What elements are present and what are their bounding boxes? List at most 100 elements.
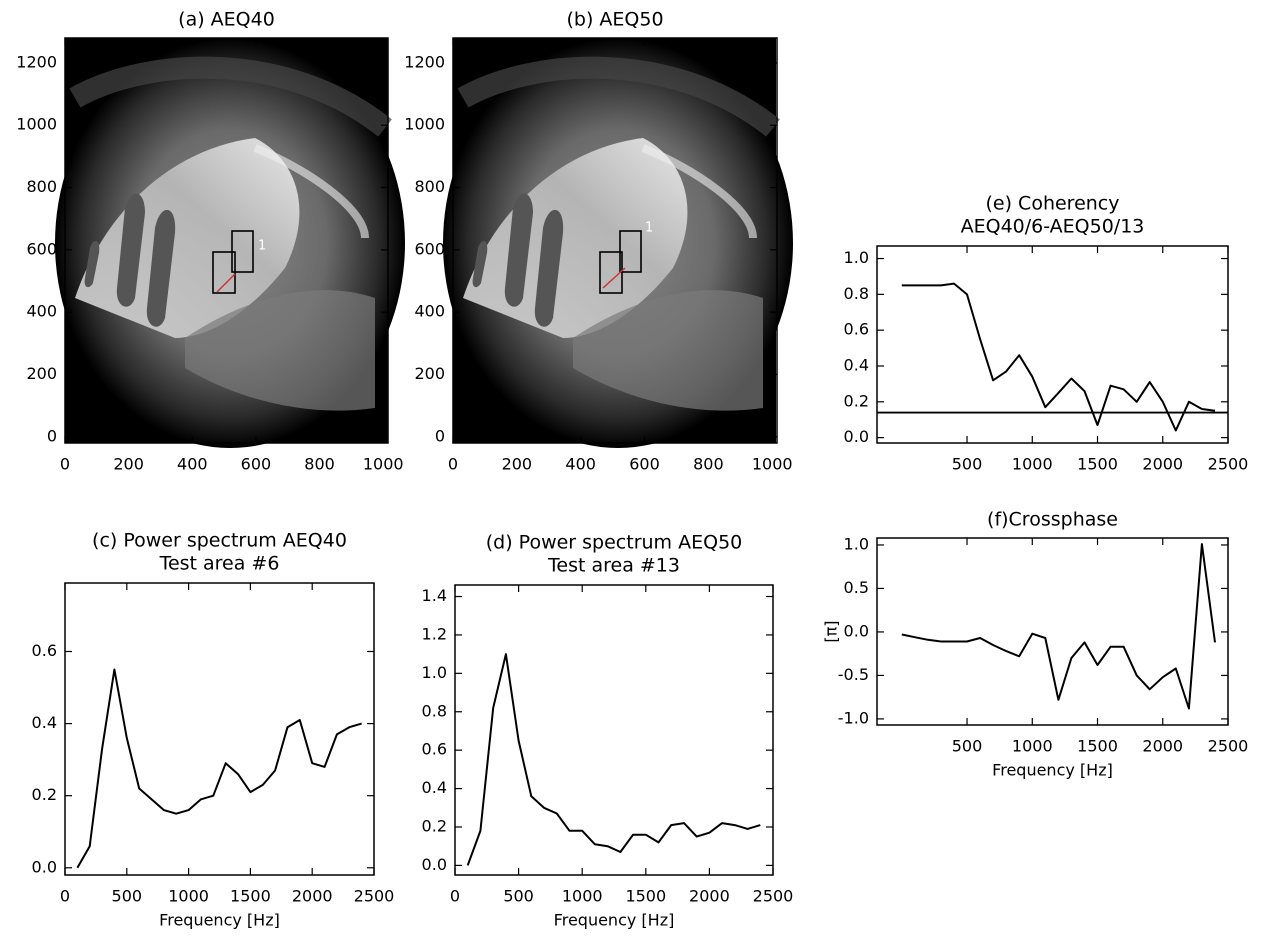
box-label: 1 xyxy=(645,221,653,236)
plot-frame xyxy=(64,582,375,876)
y-tick-label: 1200 xyxy=(16,52,57,71)
panel-subtitle: AEQ40/6-AEQ50/13 xyxy=(961,216,1145,238)
x-tick-label: 2500 xyxy=(1208,455,1249,474)
y-tick-label: 0.0 xyxy=(844,621,869,640)
x-tick-label: 2000 xyxy=(1142,737,1183,756)
y-tick-label: 1.0 xyxy=(422,663,447,682)
x-tick-label: 600 xyxy=(629,455,660,474)
x-tick-label: 800 xyxy=(693,455,724,474)
y-tick-label: 0 xyxy=(435,426,445,445)
y-tick-label: 0.6 xyxy=(422,740,447,759)
panel-title: (d) Power spectrum AEQ50 xyxy=(486,532,743,554)
plot-frame xyxy=(876,537,1229,726)
y-tick-label: 0.4 xyxy=(422,778,447,797)
y-tick-label: 0.0 xyxy=(844,427,869,446)
y-tick-label: 1200 xyxy=(404,52,445,71)
vessel-view xyxy=(55,38,405,448)
y-tick-label: 1.0 xyxy=(844,534,869,553)
y-tick-label: 200 xyxy=(26,364,57,383)
x-tick-label: 500 xyxy=(112,887,143,906)
x-tick-label: 1500 xyxy=(625,887,666,906)
y-tick-label: 0.2 xyxy=(32,785,57,804)
y-tick-label: 800 xyxy=(414,177,445,196)
x-tick-label: 600 xyxy=(241,455,272,474)
panel: (f)Crossphase 500 1000 1500 2000 2500 -1.0 -0.5… xyxy=(822,509,1249,780)
x-tick-label: 0 xyxy=(450,887,460,906)
vessel-view xyxy=(443,38,793,448)
y-tick-label: 0.2 xyxy=(422,816,447,835)
x-tick-label: 2000 xyxy=(292,887,333,906)
x-tick-label: 0 xyxy=(60,887,70,906)
x-tick-label: 1500 xyxy=(1077,737,1118,756)
x-tick-label: 2500 xyxy=(354,887,395,906)
x-tick-label: 1500 xyxy=(1077,455,1118,474)
y-tick-label: 0.0 xyxy=(422,855,447,874)
x-tick-label: 500 xyxy=(503,887,534,906)
y-tick-label: 1.0 xyxy=(844,248,869,267)
spectrum-line xyxy=(76,668,362,869)
test-area-box xyxy=(231,230,254,273)
box-label: 1 xyxy=(258,239,266,254)
x-tick-label: 2500 xyxy=(1208,737,1249,756)
spectrum-line xyxy=(466,653,761,866)
y-tick-label: 0 xyxy=(47,426,57,445)
test-line xyxy=(602,267,626,289)
plot-frame xyxy=(452,37,778,444)
x-tick-label: 1000 xyxy=(363,455,404,474)
x-tick-label: 800 xyxy=(304,455,335,474)
panel-subtitle: Test area #6 xyxy=(159,553,280,575)
x-tick-label: 500 xyxy=(952,455,983,474)
y-tick-label: 0.2 xyxy=(844,391,869,410)
y-tick-label: 0.6 xyxy=(32,641,57,660)
x-tick-label: 1500 xyxy=(230,887,271,906)
y-tick-label: 1.2 xyxy=(422,624,447,643)
x-tick-label: 1000 xyxy=(1012,455,1053,474)
panel-title: (e) Coherency xyxy=(986,193,1120,215)
spectrum-line xyxy=(901,282,1216,432)
x-tick-label: 2000 xyxy=(1142,455,1183,474)
y-tick-label: 600 xyxy=(414,239,445,258)
y-tick-label: 0.8 xyxy=(844,284,869,303)
y-tick-label: 0.4 xyxy=(844,355,869,374)
panel-title: (f)Crossphase xyxy=(987,509,1118,531)
y-tick-label: 1000 xyxy=(16,115,57,134)
x-tick-label: 1000 xyxy=(562,887,603,906)
panel-subtitle: Test area #13 xyxy=(547,555,680,577)
y-tick-label: 0.4 xyxy=(32,713,57,732)
x-tick-label: 2500 xyxy=(753,887,794,906)
y-tick-label: 0.6 xyxy=(844,320,869,339)
y-tick-label: 400 xyxy=(26,302,57,321)
y-tick-label: 400 xyxy=(414,302,445,321)
y-tick-label: 1.4 xyxy=(422,586,447,605)
panel-title: (b) AEQ50 xyxy=(566,9,663,31)
panel-title: (c) Power spectrum AEQ40 xyxy=(92,530,347,552)
y-tick-label: -0.5 xyxy=(838,665,869,684)
test-area-box xyxy=(619,230,642,273)
panel-title: (a) AEQ40 xyxy=(178,9,275,31)
panel: 1 (a) AEQ40 0 200 400 600 800 1000 0 200 400 600 800… xyxy=(16,9,405,474)
y-tick-label: 1000 xyxy=(404,115,445,134)
y-tick-label: 0.5 xyxy=(844,578,869,597)
plot-frame xyxy=(876,245,1229,444)
y-tick-label: 0.0 xyxy=(32,857,57,876)
x-tick-label: 0 xyxy=(448,455,458,474)
y-tick-label: 200 xyxy=(414,364,445,383)
x-tick-label: 400 xyxy=(565,455,596,474)
y-tick-label: -1.0 xyxy=(838,708,869,727)
plot-frame xyxy=(454,584,774,876)
x-tick-label: 200 xyxy=(502,455,533,474)
x-axis-label: Frequency [Hz] xyxy=(159,911,280,930)
x-axis-label: Frequency [Hz] xyxy=(554,911,675,930)
panel: 1 (b) AEQ50 0 200 400 600 800 1000 0 200 400 600 800… xyxy=(404,9,793,474)
camera-image: 1 xyxy=(55,38,405,448)
x-tick-label: 0 xyxy=(60,455,70,474)
x-tick-label: 400 xyxy=(177,455,208,474)
x-tick-label: 1000 xyxy=(1012,737,1053,756)
test-line xyxy=(216,273,236,293)
x-tick-label: 1000 xyxy=(752,455,793,474)
plot-frame xyxy=(64,37,389,444)
x-tick-label: 1000 xyxy=(168,887,209,906)
